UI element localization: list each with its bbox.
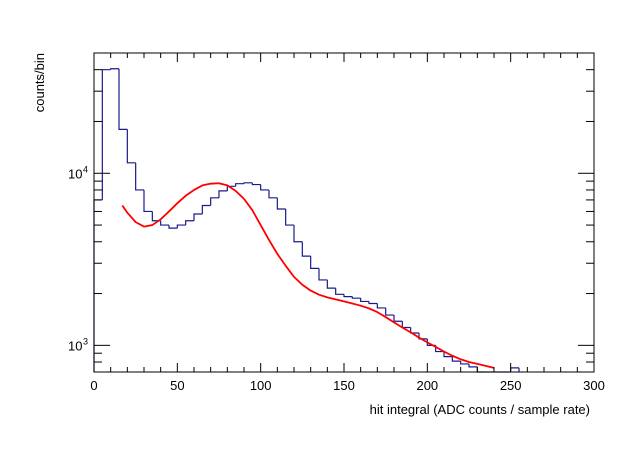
histogram-layer — [93, 68, 520, 373]
x-axis-tick-labels: 0 50 100 150 200 250 300 — [90, 378, 604, 393]
histogram-bin — [218, 190, 228, 198]
histogram-bin — [301, 241, 311, 257]
histogram-bin — [418, 332, 428, 340]
histogram-bin — [468, 363, 478, 368]
histogram-bin — [451, 356, 461, 362]
histogram-bin — [285, 208, 294, 226]
histogram-bin — [376, 303, 386, 309]
y-axis-ticks — [94, 52, 594, 373]
histogram-bin — [143, 189, 153, 213]
histogram-bin — [318, 268, 328, 281]
histogram-bin — [460, 361, 469, 365]
histogram-bin — [351, 296, 361, 299]
fit-curve — [121, 182, 495, 369]
y-axis-title: counts/bin — [32, 53, 47, 112]
histogram-bin — [243, 182, 253, 184]
histogram-bin — [310, 256, 319, 270]
histogram-bin — [193, 213, 203, 221]
histogram-bin — [360, 298, 369, 303]
histogram-bin — [185, 220, 194, 226]
histogram-bin — [293, 225, 303, 243]
x-tick-label: 50 — [170, 378, 184, 393]
histogram-bin — [326, 279, 336, 289]
histogram-bin — [335, 288, 344, 295]
histogram-bin — [101, 69, 111, 200]
histogram-bin — [210, 197, 219, 206]
histogram-bin — [168, 225, 178, 229]
y-tick-label: 10 — [68, 166, 82, 181]
histogram-bin — [126, 129, 136, 164]
histogram-bin — [110, 68, 119, 70]
histogram-bin — [160, 220, 169, 226]
histogram-bin — [268, 189, 278, 199]
x-tick-label: 250 — [500, 378, 522, 393]
histogram-bin — [368, 301, 378, 305]
histogram-bin — [260, 184, 269, 191]
fit-layer — [121, 182, 495, 369]
histogram-bin — [251, 182, 261, 186]
x-tick-label: 150 — [333, 378, 355, 393]
histogram-bin — [118, 68, 128, 130]
histogram-bin — [385, 307, 394, 316]
histogram-bin — [393, 315, 403, 322]
x-tick-label: 100 — [250, 378, 272, 393]
y-tick-label: 10 — [68, 338, 82, 353]
histogram-bin — [176, 224, 186, 229]
x-axis-title: hit integral (ADC counts / sample rate) — [370, 402, 590, 417]
x-tick-label: 300 — [583, 378, 605, 393]
y-tick-exponent: 3 — [83, 336, 88, 346]
y-tick-exponent: 4 — [83, 164, 88, 174]
histogram-bin — [443, 351, 453, 358]
histogram-bin — [135, 162, 144, 191]
histogram-bin — [235, 183, 244, 187]
histogram-bin — [201, 204, 211, 214]
x-tick-label: 0 — [90, 378, 97, 393]
x-tick-label: 200 — [416, 378, 438, 393]
histogram-bin — [343, 294, 353, 298]
x-axis-ticks — [93, 53, 595, 372]
histogram-bin — [276, 197, 286, 210]
